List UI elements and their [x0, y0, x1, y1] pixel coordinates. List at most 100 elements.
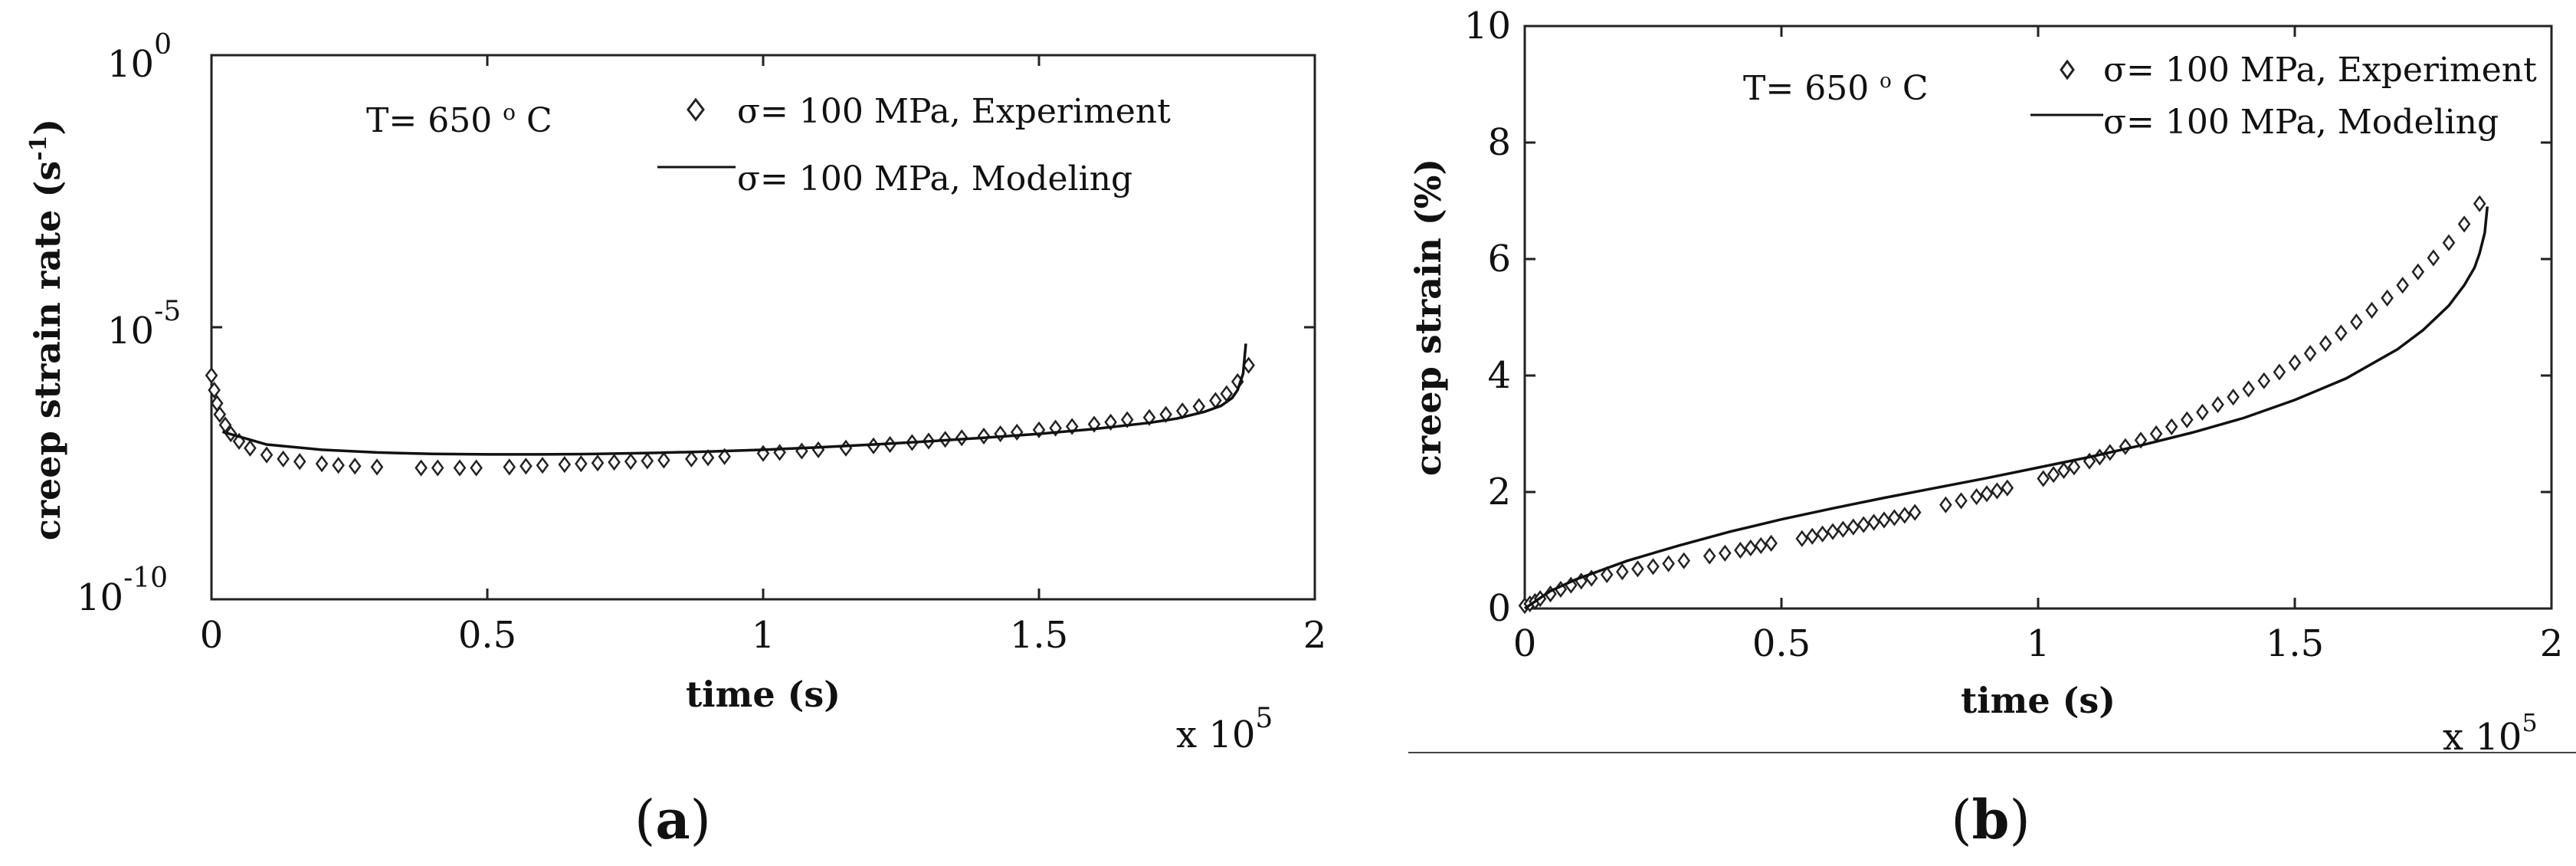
- chart-a-experiment-point: [260, 446, 274, 464]
- chart-a-experiment-point: [575, 455, 588, 473]
- chart-a: 100 10-5 10-10 0 0.5 1 1.5 2 time (s) x …: [25, 29, 1326, 756]
- chart-a-xtick-label: 1: [752, 614, 775, 657]
- chart-a-experiment-point: [558, 456, 572, 474]
- chart-b-legend-modeling-label: σ= 100 MPa, Modeling: [2103, 103, 2499, 142]
- caption-a: (a): [634, 788, 711, 851]
- chart-b-experiment-point: [2396, 277, 2410, 294]
- chart-b-experiment-point: [1888, 509, 1901, 526]
- chart-a-experiment-point: [244, 439, 257, 457]
- chart-b-experiment-point: [2381, 289, 2394, 307]
- chart-a-experiment-point: [955, 429, 968, 447]
- chart-b-experiment-point: [1867, 513, 1880, 531]
- chart-b-xtick-label: 1.5: [2266, 622, 2324, 665]
- chart-b-experiment-point: [1795, 530, 1809, 547]
- chart-b-experiment-point: [2365, 301, 2378, 319]
- chart-a-experiment-point: [1104, 413, 1117, 431]
- chart-a-xtick-label: 2: [1303, 614, 1327, 657]
- chart-a-plot-area: [210, 54, 1316, 601]
- chart-a-legend-experiment-label: σ= 100 MPa, Experiment: [737, 92, 1171, 131]
- chart-b-experiment-point: [1765, 534, 1778, 552]
- chart-b-y-axis-label: creep strain (%): [1408, 159, 1449, 476]
- chart-b-experiment-point: [2242, 380, 2256, 398]
- chart-b-experiment-point: [1615, 563, 1629, 581]
- chart-b-experiment-point: [1754, 536, 1768, 555]
- chart-a-x-axis-label: time (s): [686, 674, 841, 715]
- chart-b-legend-diamond-marker: [2060, 59, 2075, 80]
- chart-b-experiment-point: [1847, 518, 1860, 536]
- chart-b-experiment-point: [1600, 566, 1614, 584]
- chart-b-experiment-point: [2047, 466, 2060, 484]
- chart-b-ytick-label: 4: [1487, 354, 1511, 397]
- chart-b-ytick-label: 2: [1487, 471, 1511, 513]
- chart-b-experiment-point: [1718, 544, 1732, 562]
- chart-a-ytick-label: 10-5: [107, 296, 181, 353]
- chart-a-experiment-point: [536, 457, 549, 474]
- chart-a-experiment-point: [701, 449, 715, 467]
- chart-a-xtick-label: 1.5: [1010, 614, 1068, 657]
- chart-a-x-multiplier: x 105: [1176, 703, 1273, 756]
- chart-a-experiment-point: [685, 450, 698, 467]
- chart-b: 0 2 4 6 8 10 0 0.5 1 1.5 2 time (s) x 10…: [1408, 5, 2576, 759]
- chart-a-experiment-point: [977, 427, 991, 445]
- chart-b-experiment-point: [1877, 511, 1891, 529]
- chart-b-experiment-point: [1955, 492, 1968, 510]
- chart-b-ytick-label: 6: [1487, 238, 1511, 280]
- chart-b-experiment-point: [2350, 313, 2363, 331]
- chart-a-experiment-point: [608, 454, 621, 471]
- chart-a-ytick-label: 10-10: [77, 563, 168, 619]
- chart-b-experiment-point: [1734, 541, 1747, 559]
- chart-a-experiment-point: [348, 458, 362, 475]
- chart-b-experiment-point: [2211, 395, 2224, 414]
- chart-b-experiment-point: [1939, 496, 1952, 513]
- chart-a-legend-diamond-marker: [687, 97, 705, 122]
- chart-b-experiment-point: [1837, 520, 1850, 538]
- chart-b-experiment-point: [2427, 249, 2440, 267]
- chart-b-experiment-point: [1898, 507, 1912, 524]
- chart-a-xtick-label: 0.5: [458, 614, 516, 657]
- chart-a-legend-modeling-label: σ= 100 MPa, Modeling: [737, 159, 1132, 198]
- chart-b-ytick-label: 8: [1487, 121, 1511, 164]
- chart-b-x-multiplier: x 105: [2443, 708, 2538, 759]
- chart-a-experiment-point: [1049, 419, 1062, 437]
- chart-b-ytick-label: 10: [1464, 5, 1511, 48]
- chart-b-temperature-annotation: T= 650 o C: [1743, 69, 1928, 108]
- chart-a-experiment-point: [624, 453, 637, 471]
- chart-b-experiment-point: [2273, 363, 2286, 381]
- chart-b-experiment-point: [2227, 389, 2240, 406]
- chart-b-experiment-point: [2180, 411, 2194, 428]
- chart-b-experiment-point: [2001, 479, 2014, 497]
- chart-b-experiment-point: [1647, 558, 1660, 576]
- chart-a-legend: σ= 100 MPa, Experiment σ= 100 MPa, Model…: [657, 92, 1171, 198]
- chart-a-experiment-point: [415, 459, 428, 477]
- chart-b-ytick-label: 0: [1487, 587, 1511, 630]
- chart-a-experiment-point: [293, 453, 306, 471]
- chart-a-experiment-point: [503, 458, 516, 476]
- chart-b-experiment-point: [2303, 345, 2317, 362]
- chart-a-experiment-point: [315, 455, 329, 473]
- chart-b-experiment-point: [1816, 525, 1829, 543]
- chart-a-experiment-point: [591, 454, 605, 472]
- chart-b-experiment-point: [1703, 547, 1716, 565]
- chart-a-experiment-point: [332, 457, 345, 474]
- chart-a-experiment-point: [205, 366, 218, 384]
- chart-b-experiment-point: [2442, 234, 2456, 251]
- chart-b-experiment-point: [2319, 335, 2332, 353]
- chart-a-model-line: [221, 343, 1247, 456]
- chart-b-model-line: [1524, 206, 2489, 610]
- chart-b-experiment-point: [1805, 527, 1819, 545]
- chart-b-experiment-point: [2037, 470, 2050, 487]
- chart-b-experiment-point: [2473, 195, 2486, 212]
- chart-b-experiment-point: [1857, 516, 1870, 533]
- chart-a-y-axis-label: creep strain rate (s-1): [25, 119, 68, 540]
- chart-a-temperature-annotation: T= 650 o C: [366, 100, 552, 140]
- chart-b-plot-area: [1523, 25, 2553, 610]
- chart-b-experiment-point: [2165, 418, 2178, 435]
- chart-b-series: [1518, 195, 2489, 615]
- chart-a-series: [205, 343, 1255, 477]
- chart-a-experiment-point: [277, 450, 290, 467]
- chart-b-experiment-point: [1970, 487, 1983, 506]
- chart-b-experiment-point: [1908, 504, 1922, 521]
- chart-a-ticks: [210, 54, 1316, 601]
- chart-b-experiment-point: [2257, 372, 2271, 389]
- chart-b-experiment-point: [2457, 215, 2471, 233]
